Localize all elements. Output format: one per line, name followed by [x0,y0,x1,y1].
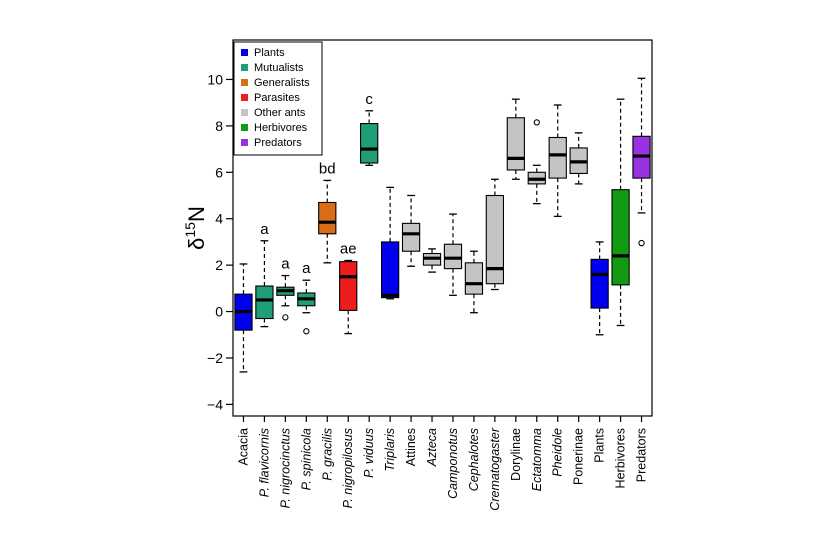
y-axis-label-subscript: N [184,206,209,222]
x-tick-label: P. nigrocinctus [278,428,292,508]
box-group [632,77,651,247]
y-tick-label: 0 [215,304,223,320]
box-group [569,132,588,185]
x-tick-label: P. gracilis [320,428,334,481]
plot-area-frame [232,39,653,417]
x-tick-label: Plants [593,428,607,463]
x-tick-label: Attines [404,428,418,466]
x-tick-label: P. viduus [362,428,376,478]
y-tick-label: 6 [215,164,223,180]
box-iqr [590,258,609,309]
legend-swatch [241,139,248,146]
significance-letter: c [365,91,373,108]
outlier-point [533,119,540,126]
box-iqr [255,285,274,320]
x-tick-label: Crematogaster [488,427,502,511]
box-iqr [611,189,630,286]
x-tick-label: Ectatomma [530,428,544,491]
x-tick-label: Acacia [236,428,250,466]
x-axis-labels: Acacia P. flavicornis P. nigrocinctus P. sp… [236,416,649,511]
box-group [611,98,630,327]
x-tick-label: P. flavicornis [257,428,271,497]
significance-letter: ae [340,240,357,257]
y-axis-title: δ15N [182,206,209,250]
box-iqr [506,117,525,171]
x-tick-label: P. nigropilosus [341,428,355,508]
legend-label: Plants [254,47,285,59]
legend-swatch [241,79,248,86]
box-group [276,274,295,321]
legend-label: Herbivores [254,122,308,134]
legend-label: Predators [254,137,302,149]
box-iqr [380,241,400,299]
box-group [401,194,421,267]
x-tick-label: Predators [635,428,649,482]
box-iqr [318,201,337,235]
x-tick-label: Ponerinae [572,428,586,485]
outlier-point [282,314,289,321]
significance-letter: a [302,260,311,277]
box-group [590,241,609,336]
y-axis-label: δ15N [182,206,209,250]
x-tick-label: Triplaris [383,428,397,472]
box-group [548,104,567,218]
boxes-layer [234,77,651,373]
x-tick-label: Cephalotes [467,428,481,491]
box-group [339,259,358,335]
box-group [380,186,400,300]
box-iqr [548,136,567,179]
box-iqr [485,194,505,285]
legend-swatch [241,49,248,56]
y-tick-label: −4 [207,396,223,412]
y-axis: −4 −2 0 2 4 6 8 10 [207,71,233,412]
legend-label: Generalists [254,77,310,89]
box-iqr [339,261,358,311]
box-group [464,250,484,314]
x-tick-label: Pheidole [551,428,565,477]
box-group [360,110,379,166]
x-tick-label: P. spinicola [299,428,313,490]
legend-label: Other ants [254,107,306,119]
x-tick-label: Azteca [425,428,439,467]
y-tick-label: 8 [215,118,223,134]
box-iqr [443,243,463,270]
x-tick-label: Dorylinae [509,428,523,481]
y-axis-label-base: δ [184,238,209,250]
box-group [527,119,546,205]
legend-label: Parasites [254,92,300,104]
box-group [443,213,463,296]
significance-letter: a [281,256,290,273]
legend-swatch [241,64,248,71]
y-tick-label: 10 [207,71,223,87]
box-group [255,240,274,328]
box-group [422,248,442,273]
box-iqr [464,262,484,295]
box-group [234,263,253,373]
x-tick-label: Camponotus [446,428,460,499]
outlier-point [303,328,310,335]
x-tick-label: Herbivores [614,428,628,488]
box-iqr [360,123,379,164]
legend: Plants Mutualists Generalists Parasites Othe… [233,41,323,156]
box-iqr [401,222,421,252]
legend-swatch [241,124,248,131]
legend-swatch [241,94,248,101]
legend-label: Mutualists [254,62,304,74]
box-group [318,179,337,264]
y-axis-label-superscript: 15 [182,222,198,238]
box-group [506,98,525,180]
legend-swatch [241,109,248,116]
legend-frame [233,41,323,156]
y-tick-label: 4 [215,211,223,227]
significance-letter: a [260,221,269,238]
y-tick-label: −2 [207,350,223,366]
y-tick-label: 2 [215,257,223,273]
box-group [485,178,505,291]
box-group [297,279,316,335]
significance-letter: bd [319,160,336,177]
outlier-point [638,239,645,247]
